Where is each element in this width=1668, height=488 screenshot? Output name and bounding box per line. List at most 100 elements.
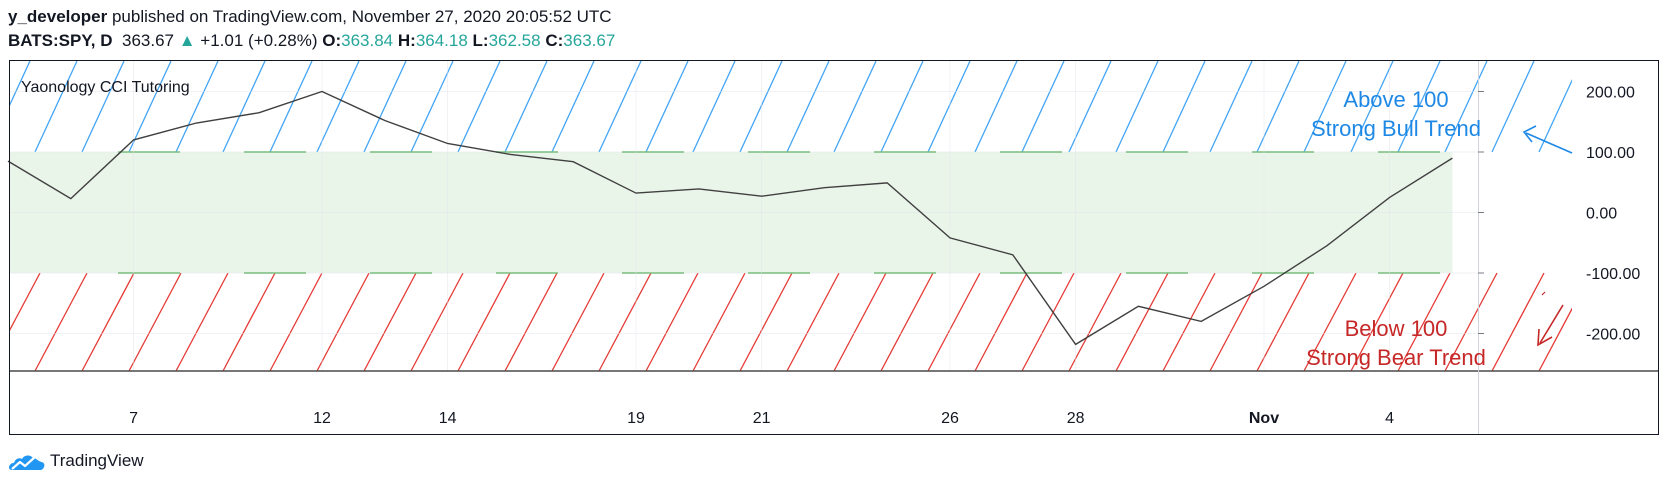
upper-hatch-line xyxy=(1068,61,1112,153)
x-tick-label: 28 xyxy=(1067,410,1085,427)
upper-hatch-line xyxy=(1021,61,1065,153)
lower-hatch-line xyxy=(1256,272,1310,372)
upper-hatch-line xyxy=(175,61,219,153)
cci-series xyxy=(7,90,1453,346)
lower-hatch-line xyxy=(598,272,652,372)
lower-hatch-line xyxy=(504,272,558,372)
lower-hatch-line xyxy=(1538,307,1572,372)
lower-hatch-line xyxy=(1115,272,1169,372)
lower-hatch-line xyxy=(410,272,464,372)
upper-hatch-line xyxy=(316,61,360,153)
published-text: published on TradingView.com, November 2… xyxy=(111,7,612,26)
chart-frame xyxy=(9,60,1659,435)
upper-hatch-line xyxy=(363,61,407,153)
upper-hatch-line xyxy=(128,61,172,153)
upper-hatch-line xyxy=(457,61,501,153)
tradingview-logo-icon xyxy=(8,455,45,470)
lower-hatch-line xyxy=(34,272,88,372)
x-tick-label: 26 xyxy=(941,410,959,427)
upper-hatch-line xyxy=(10,61,31,106)
price-change: +1.01 (+0.28%) xyxy=(200,31,318,50)
lower-hatch-line xyxy=(1209,272,1263,372)
lower-hatch-line xyxy=(833,272,887,372)
bull-arrow-head-icon xyxy=(1522,125,1537,143)
y-tick-label: -100.00 xyxy=(1586,266,1640,283)
lower-hatch-line xyxy=(1021,272,1075,372)
lower-hatch-line xyxy=(1068,272,1122,372)
bull-arrow-icon xyxy=(1525,132,1573,154)
upper-hatch-line xyxy=(269,61,313,153)
symbol-info: BATS:SPY, D 363.67 ▲ +1.01 (+0.28%) O:36… xyxy=(8,31,615,51)
lower-hatch-line xyxy=(645,272,699,372)
bear-annotation-text: Below 100 xyxy=(1345,316,1448,341)
x-tick-label: 14 xyxy=(439,410,457,427)
axes: 200.00 100.00 0.00 -100.00 -200.00 7 12 14 19 21 2… xyxy=(10,61,1658,434)
lower-hatch-line xyxy=(363,272,417,372)
upper-hatch-line xyxy=(692,61,736,153)
bear-arrow-head-icon xyxy=(1537,328,1553,347)
high-value: 364.18 xyxy=(415,31,468,50)
close-label: C: xyxy=(545,31,564,50)
upper-hatch-line xyxy=(34,61,78,153)
lower-hatch-line xyxy=(269,272,323,372)
upper-hatch-line xyxy=(551,61,595,153)
lower-hatch-line xyxy=(81,272,135,372)
lower-hatch-line xyxy=(175,272,229,372)
close-value: 363.67 xyxy=(563,31,616,50)
lower-hatch-line xyxy=(1162,272,1216,372)
tradingview-brand[interactable]: TradingView xyxy=(8,450,144,472)
upper-hatch-line xyxy=(739,61,783,153)
lower-hatch-line xyxy=(974,272,1028,372)
x-tick-label: Nov xyxy=(1249,410,1279,427)
lower-hatch-line xyxy=(1491,272,1545,372)
last-price: 363.67 xyxy=(122,31,174,50)
y-tick-label: 0.00 xyxy=(1586,206,1617,223)
upper-hatch-line xyxy=(880,61,924,153)
open-value: 363.84 xyxy=(341,31,394,50)
lower-hatch-line xyxy=(1633,273,1668,371)
x-tick-label: 19 xyxy=(627,410,645,427)
symbol-name: BATS:SPY, D xyxy=(8,31,113,50)
bull-annotation-text: Strong Bull Trend xyxy=(1311,116,1481,141)
upper-hatch-line xyxy=(504,61,548,153)
lower-hatch-line xyxy=(927,272,981,372)
x-tick-label: 4 xyxy=(1385,410,1394,427)
bear-annotation-text: Strong Bear Trend xyxy=(1306,345,1486,370)
y-tick-label: 200.00 xyxy=(1586,85,1635,102)
high-label: H: xyxy=(397,31,416,50)
upper-hatch-line xyxy=(81,61,125,153)
cci-line xyxy=(7,90,1453,346)
upper-hatch-line xyxy=(927,61,971,153)
upper-hatch-line xyxy=(598,61,642,153)
lower-hatch-line xyxy=(1444,272,1498,372)
upper-hatch-line xyxy=(1209,61,1253,153)
low-label: L: xyxy=(472,31,489,50)
lower-hatch-line xyxy=(551,272,605,372)
chart-title: Yaonology CCI Tutoring xyxy=(21,79,190,96)
lower-hatch-line xyxy=(1303,272,1357,372)
change-arrow-icon: ▲ xyxy=(178,31,196,50)
upper-hatch-line xyxy=(1538,78,1572,153)
upper-hatch-line xyxy=(1444,61,1488,153)
upper-hatch-line xyxy=(974,61,1018,153)
upper-hatch-line xyxy=(1586,61,1628,152)
lower-hatch-line xyxy=(1586,273,1638,371)
upper-hatch-line xyxy=(1397,61,1441,153)
lower-hatch-line xyxy=(1397,272,1451,372)
y-tick-label: 100.00 xyxy=(1586,145,1635,162)
hatch-layer xyxy=(10,61,1668,372)
bear-arrow-tick-icon xyxy=(1541,291,1546,296)
lower-hatch-line xyxy=(10,272,41,331)
publish-info: y_developer published on TradingView.com… xyxy=(8,7,612,27)
brand-name: TradingView xyxy=(50,451,144,470)
y-tick-label: -200.00 xyxy=(1586,327,1640,344)
upper-hatch-line xyxy=(1491,61,1535,153)
author-name[interactable]: y_developer xyxy=(8,7,108,26)
upper-hatch-line xyxy=(1303,61,1347,153)
upper-hatch-line xyxy=(833,61,877,153)
upper-hatch-line xyxy=(1350,61,1394,153)
open-label: O: xyxy=(322,31,342,50)
upper-hatch-line xyxy=(645,61,689,153)
lower-hatch-line xyxy=(786,272,840,372)
